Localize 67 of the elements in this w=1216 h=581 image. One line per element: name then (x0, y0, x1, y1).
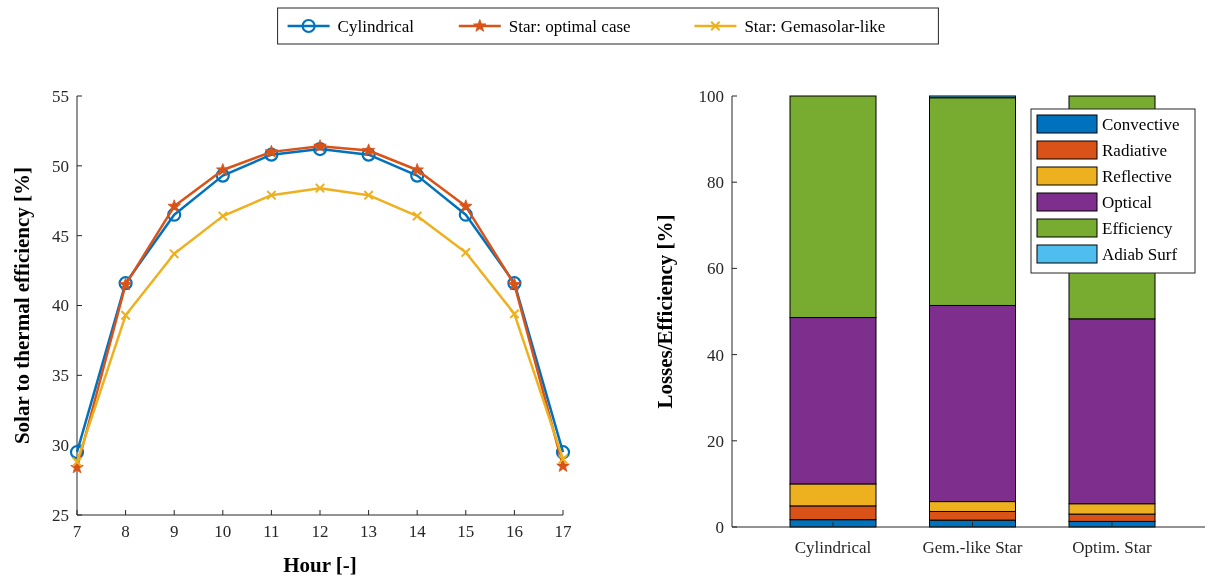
point (412, 210, 423, 222)
x-tick-label: 9 (169, 522, 179, 541)
y-tick-label: 100 (698, 86, 724, 106)
legend-label: Star: optimal case (508, 16, 631, 36)
point (312, 141, 328, 157)
x-tick-label: 7 (72, 522, 82, 541)
x-tick-label: 15 (457, 522, 475, 541)
point (264, 144, 279, 158)
point (363, 189, 374, 201)
y-tick-label: 40 (52, 296, 69, 316)
x-tick-label: Optim. Star (1072, 538, 1152, 557)
point (555, 445, 571, 460)
point (266, 189, 277, 201)
y-tick-label: 0 (715, 517, 724, 537)
point (264, 147, 279, 162)
legend-label: Convective (1102, 114, 1180, 134)
point (314, 182, 326, 194)
legend-label: Radiative (1102, 140, 1168, 160)
x-axis-title: Hour [-] (283, 553, 357, 577)
point (458, 207, 473, 222)
point (217, 210, 228, 222)
legend-label: Optical (1102, 192, 1153, 212)
point (460, 247, 471, 258)
point (509, 308, 520, 320)
y-tick-label: 30 (52, 436, 69, 456)
legend-label: Cylindrical (337, 16, 415, 36)
x-tick-label: 12 (311, 522, 329, 541)
legend-label: Reflective (1102, 166, 1172, 186)
y-axis-title: Losses/Efficiency [%] (653, 214, 677, 409)
x-tick-label: 10 (214, 522, 232, 541)
x-tick-label: 11 (263, 522, 280, 541)
point (216, 163, 230, 176)
x-tick-label: 8 (121, 522, 130, 541)
legend-label: Efficiency (1102, 218, 1173, 238)
x-tick-label: 14 (408, 522, 427, 541)
y-tick-label: 80 (707, 173, 724, 193)
point (69, 445, 85, 460)
point (167, 199, 181, 213)
point (169, 248, 180, 260)
point (410, 163, 424, 176)
point (556, 459, 570, 472)
x-tick-label: Cylindrical (794, 538, 872, 557)
point (215, 168, 230, 183)
legend-label: Adiab Surf (1102, 244, 1178, 264)
y-tick-label: 45 (52, 226, 69, 246)
point (361, 147, 376, 162)
point (459, 199, 473, 213)
point (361, 143, 376, 157)
point (313, 139, 327, 153)
y-tick-label: 40 (707, 345, 724, 365)
point (410, 168, 425, 183)
x-tick-label: 13 (360, 522, 378, 541)
point (167, 207, 182, 222)
y-tick-label: 20 (707, 431, 724, 451)
y-tick-label: 60 (707, 259, 724, 279)
y-tick-label: 25 (52, 505, 69, 525)
legend-label: Star: Gemasolar-like (744, 16, 886, 36)
point (557, 453, 569, 465)
x-tick-label: 17 (554, 522, 572, 541)
point (120, 310, 131, 321)
y-tick-label: 50 (52, 156, 69, 176)
point (71, 456, 83, 468)
y-tick-label: 55 (52, 86, 69, 106)
y-tick-label: 35 (52, 366, 69, 386)
x-tick-label: 16 (505, 522, 523, 541)
y-axis-title: Solar to thermal efficiency [%] (10, 166, 34, 445)
x-tick-label: Gem.-like Star (922, 538, 1023, 557)
